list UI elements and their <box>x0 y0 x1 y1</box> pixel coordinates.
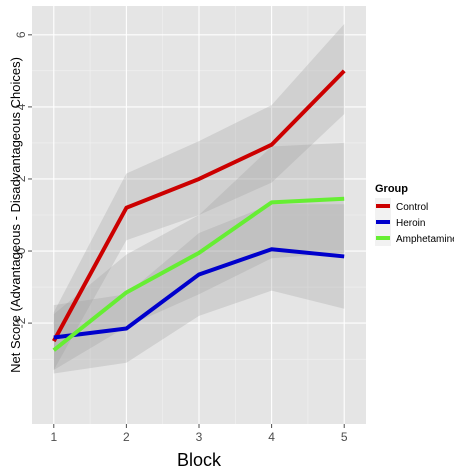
y-tick-label: 0 <box>14 247 28 254</box>
y-tick-label: 6 <box>14 31 28 38</box>
legend-label-control: Control <box>396 202 428 213</box>
legend-label-amphetamine: Amphetamine <box>396 234 454 245</box>
confidence-ribbons <box>53 24 345 374</box>
legend-label-heroin: Heroin <box>396 218 425 229</box>
major-gridlines <box>32 6 366 424</box>
y-tick-label: 4 <box>14 103 28 110</box>
x-tick-label: 3 <box>196 430 203 444</box>
confidence-ribbon-amphetamine <box>53 142 345 370</box>
y-tick-label: -2 <box>14 317 28 328</box>
series-lines <box>52 69 346 352</box>
x-axis-title: Block <box>177 450 222 470</box>
series-line-amphetamine <box>52 196 345 352</box>
x-tick-label: 4 <box>268 430 275 444</box>
confidence-ribbon-heroin <box>53 204 345 374</box>
legend-title: Group <box>375 183 408 195</box>
y-axis-title: Net Score (Advantageous - Disadvantageou… <box>8 57 23 373</box>
series-line-heroin <box>53 247 345 340</box>
confidence-ribbon-control <box>53 24 345 370</box>
legend: Group Control Heroin Amphetamine <box>375 183 454 246</box>
x-axis: 1 2 3 4 5 <box>50 424 348 444</box>
y-axis: -2 0 2 4 6 <box>14 31 32 328</box>
series-line-control <box>52 69 346 343</box>
y-tick-label: 2 <box>14 175 28 182</box>
x-tick-label: 5 <box>341 430 348 444</box>
x-tick-label: 2 <box>123 430 130 444</box>
x-tick-label: 1 <box>50 430 57 444</box>
